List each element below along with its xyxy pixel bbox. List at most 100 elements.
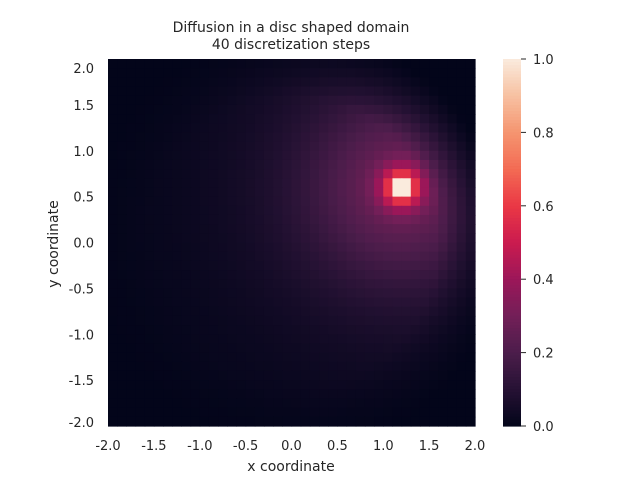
heatmap-cell bbox=[190, 251, 201, 262]
heatmap-cell bbox=[392, 114, 403, 124]
heatmap-cell bbox=[108, 159, 118, 170]
heatmap-cell bbox=[328, 169, 338, 179]
heatmap-cell bbox=[135, 288, 146, 299]
heatmap-cell bbox=[328, 334, 338, 345]
heatmap-cell bbox=[392, 279, 403, 289]
heatmap-cell bbox=[447, 205, 458, 216]
heatmap-cell bbox=[374, 141, 384, 152]
heatmap-cell bbox=[337, 288, 348, 299]
heatmap-cell bbox=[236, 77, 247, 88]
heatmap-cell bbox=[346, 187, 357, 198]
heatmap-cell bbox=[465, 187, 476, 198]
heatmap-cell bbox=[438, 224, 449, 234]
heatmap-cell bbox=[236, 123, 247, 134]
heatmap-cell bbox=[355, 352, 366, 363]
heatmap-cell bbox=[374, 224, 384, 234]
colorbar-segment bbox=[503, 349, 521, 354]
heatmap-cell bbox=[419, 205, 430, 216]
heatmap-cell bbox=[355, 77, 366, 88]
heatmap-cell bbox=[438, 279, 449, 289]
heatmap-cell bbox=[355, 86, 366, 97]
heatmap-cell bbox=[273, 86, 283, 97]
heatmap-cell bbox=[153, 297, 164, 308]
heatmap-cell bbox=[456, 59, 467, 69]
heatmap-cell bbox=[383, 270, 394, 280]
heatmap-cell bbox=[346, 279, 357, 289]
heatmap-cell bbox=[337, 325, 348, 335]
colorbar-segment bbox=[503, 107, 521, 112]
heatmap-cell bbox=[227, 352, 238, 363]
heatmap-cell bbox=[181, 270, 192, 280]
heatmap-cell bbox=[383, 159, 394, 170]
heatmap-cell bbox=[291, 416, 302, 427]
heatmap-cell bbox=[429, 306, 439, 317]
heatmap-cell bbox=[300, 159, 311, 170]
heatmap-cell bbox=[447, 150, 458, 161]
heatmap-cell bbox=[199, 59, 210, 69]
heatmap-cell bbox=[419, 86, 430, 97]
heatmap-cell bbox=[429, 141, 439, 152]
heatmap-cell bbox=[263, 86, 274, 97]
heatmap-cell bbox=[447, 68, 458, 78]
heatmap-cell bbox=[346, 389, 357, 400]
heatmap-cell bbox=[337, 68, 348, 78]
colorbar-segment bbox=[503, 248, 521, 253]
heatmap-cell bbox=[319, 279, 329, 289]
heatmap-cell bbox=[419, 132, 430, 143]
heatmap-cell bbox=[108, 343, 118, 354]
heatmap-cell bbox=[163, 86, 173, 97]
colorbar-segment bbox=[503, 263, 521, 268]
colorbar-segment bbox=[503, 89, 521, 94]
heatmap-cell bbox=[364, 123, 375, 134]
heatmap-cell bbox=[355, 224, 366, 234]
colorbar-segment bbox=[503, 68, 521, 72]
heatmap-cell bbox=[263, 233, 274, 244]
heatmap-cell bbox=[447, 407, 458, 418]
heatmap-cell bbox=[309, 370, 320, 381]
heatmap-cell bbox=[218, 315, 228, 326]
heatmap-cell bbox=[227, 288, 238, 299]
heatmap-cell bbox=[227, 380, 238, 390]
heatmap-cell bbox=[199, 297, 210, 308]
heatmap-cell bbox=[273, 260, 283, 271]
heatmap-cell bbox=[438, 343, 449, 354]
heatmap-cell bbox=[126, 279, 137, 289]
heatmap-cell bbox=[429, 334, 439, 345]
heatmap-cell bbox=[337, 398, 348, 409]
heatmap-cell bbox=[282, 334, 293, 345]
heatmap-cell bbox=[291, 343, 302, 354]
heatmap-cell bbox=[245, 214, 256, 225]
heatmap-cell bbox=[190, 407, 201, 418]
x-axis-ticks: -2.0 -1.5 -1.0 -0.5 0.0 0.5 1.0 1.5 2.0 bbox=[95, 439, 485, 454]
heatmap-cell bbox=[282, 196, 293, 207]
heatmap-cell bbox=[328, 150, 338, 161]
heatmap-cell bbox=[456, 68, 467, 78]
heatmap-cell bbox=[227, 334, 238, 345]
heatmap-cell bbox=[263, 169, 274, 179]
heatmap-cell bbox=[328, 325, 338, 335]
heatmap-cell bbox=[108, 214, 118, 225]
heatmap-cell bbox=[355, 270, 366, 280]
heatmap-cell bbox=[364, 407, 375, 418]
heatmap-cell bbox=[236, 214, 247, 225]
heatmap-cell bbox=[227, 104, 238, 115]
heatmap-cell bbox=[199, 416, 210, 427]
heatmap-cell bbox=[218, 407, 228, 418]
heatmap-cell bbox=[300, 214, 311, 225]
heatmap-cell bbox=[181, 132, 192, 143]
heatmap-cell bbox=[456, 132, 467, 143]
colorbar-segment bbox=[503, 273, 521, 277]
heatmap-cell bbox=[328, 114, 338, 124]
heatmap-cell bbox=[245, 389, 256, 400]
heatmap-cell bbox=[410, 416, 421, 427]
heatmap-cell bbox=[309, 242, 320, 253]
heatmap-cell bbox=[328, 141, 338, 152]
heatmap-cell bbox=[163, 233, 173, 244]
heatmap-cell bbox=[126, 196, 137, 207]
heatmap-cell bbox=[392, 407, 403, 418]
heatmap-cell bbox=[181, 242, 192, 253]
colorbar-tick-label: 0.4 bbox=[533, 273, 554, 288]
heatmap-cell bbox=[374, 123, 384, 134]
heatmap-cell bbox=[108, 361, 118, 372]
heatmap-cell bbox=[208, 306, 219, 317]
